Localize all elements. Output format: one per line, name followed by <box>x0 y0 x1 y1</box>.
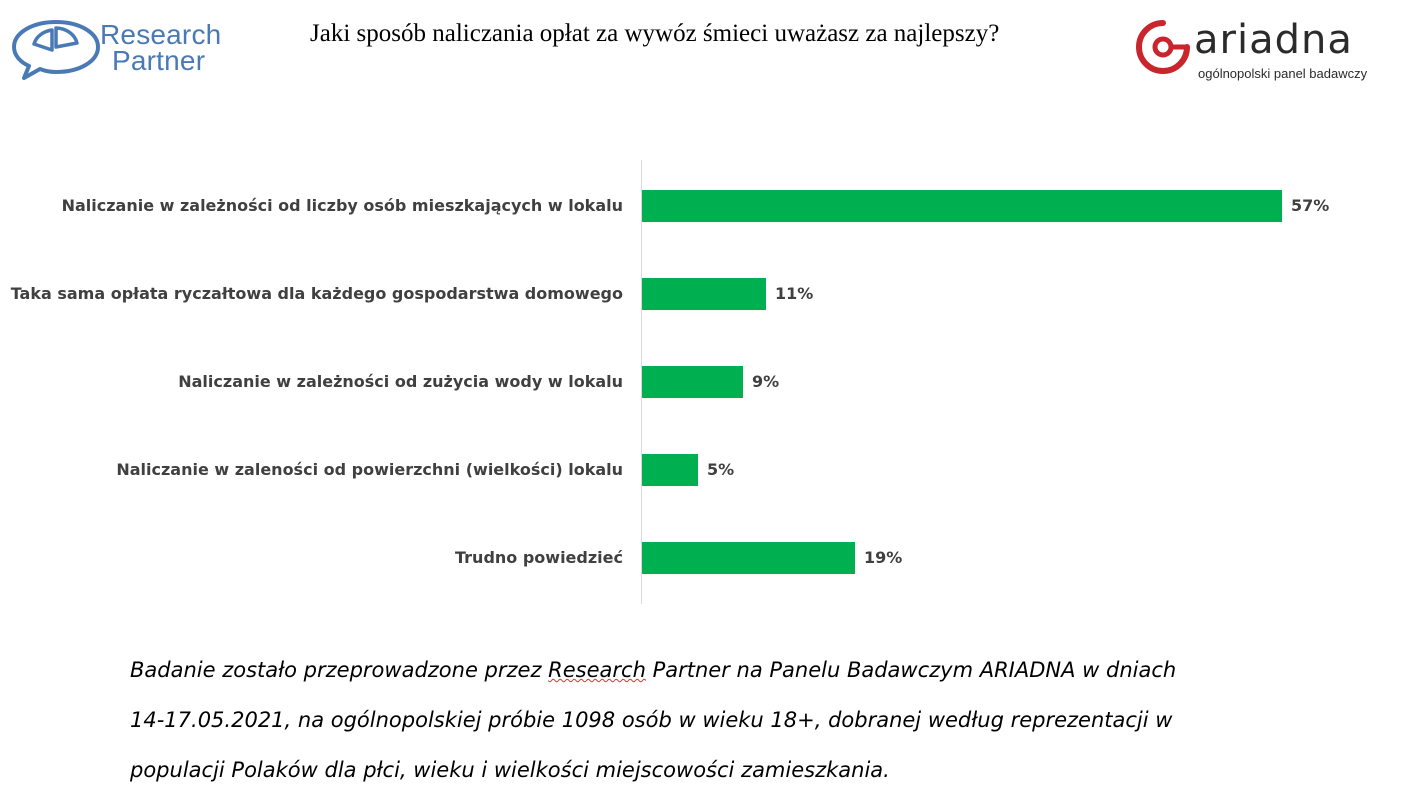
footnote-line-3: populacji Polaków dla płci, wieku i wiel… <box>130 758 890 782</box>
bar <box>642 366 743 398</box>
data-label: 19% <box>864 548 903 567</box>
data-label: 9% <box>752 372 780 391</box>
page-title: Jaki sposób naliczania opłat za wywóz śm… <box>310 20 1000 47</box>
ariadna-logo: ariadna ogólnopolski panel badawczy <box>1134 16 1394 86</box>
ariadna-subtitle: ogólnopolski panel badawczy <box>1198 66 1368 81</box>
footnote-line-1: Badanie zostało przeprowadzone przez Res… <box>130 645 1330 695</box>
bar-chart: Naliczanie w zależności od liczby osób m… <box>0 150 1409 610</box>
category-label: Naliczanie w zależności od liczby osób m… <box>61 196 623 215</box>
research-partner-logo: Research Partner <box>10 14 240 84</box>
bar <box>642 190 1282 222</box>
category-label: Naliczanie w zależności od zużycia wody … <box>178 372 623 391</box>
bar <box>642 454 698 486</box>
footnote-line-2: 14-17.05.2021, na ogólnopolskiej próbie … <box>130 708 1173 732</box>
footnote-line-1-suffix: Partner na Panelu Badawczym ARIADNA w dn… <box>645 658 1177 682</box>
logo-line-partner: Partner <box>112 45 206 76</box>
ariadna-wordmark: ariadna <box>1194 17 1353 63</box>
data-label: 57% <box>1291 196 1330 215</box>
footnote-line-1-prefix: Badanie zostało przeprowadzone przez <box>130 658 549 682</box>
data-label: 11% <box>775 284 814 303</box>
category-label: Taka sama opłata ryczałtowa dla każdego … <box>10 284 623 303</box>
bar <box>642 278 766 310</box>
speech-bubble-pie-icon <box>12 20 100 80</box>
research-partner-wordmark: Research Partner <box>100 19 222 76</box>
category-label: Trudno powiedzieć <box>455 548 623 567</box>
methodology-footnote: Badanie zostało przeprowadzone przez Res… <box>130 645 1330 795</box>
ariadna-swirl-icon <box>1136 20 1190 74</box>
category-axis-line <box>641 160 642 604</box>
category-label: Naliczanie w zaleności od powierzchni (w… <box>116 460 623 479</box>
data-label: 5% <box>707 460 735 479</box>
bar <box>642 542 855 574</box>
footnote-underlined-word: Research <box>548 658 646 682</box>
logo-line-research: Research <box>100 19 222 50</box>
